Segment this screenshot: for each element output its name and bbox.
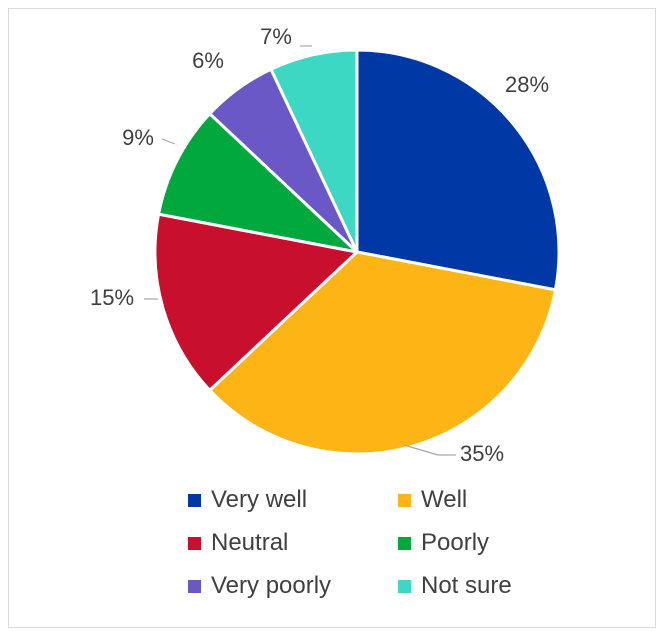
legend: Very well Well Neutral Poorly Very poorl…	[188, 484, 548, 602]
data-label-very-well: 28%	[505, 72, 549, 97]
legend-swatch-very-poorly	[188, 579, 201, 593]
legend-item-well: Well	[398, 484, 548, 516]
data-label-very-poorly: 6%	[192, 48, 224, 73]
legend-item-not-sure: Not sure	[398, 570, 548, 602]
pie-slice-not-sure	[269, 48, 359, 254]
legend-label-poorly: Poorly	[421, 529, 490, 556]
legend-swatch-not-sure	[398, 579, 411, 593]
data-labels: 28% 35% 15% 9% 6% 7%	[90, 24, 549, 466]
legend-label-neutral: Neutral	[211, 529, 289, 556]
data-label-well: 35%	[460, 441, 504, 466]
legend-swatch-well	[398, 493, 411, 507]
legend-swatch-very-well	[188, 493, 201, 507]
legend-label-not-sure: Not sure	[421, 572, 512, 599]
pie-slice-very-well	[355, 48, 561, 292]
legend-label-well: Well	[421, 486, 468, 513]
legend-item-very-poorly: Very poorly	[188, 570, 398, 602]
data-label-neutral: 15%	[90, 285, 134, 310]
pie-slice-well	[208, 250, 557, 456]
data-label-poorly: 9%	[122, 125, 154, 150]
legend-swatch-neutral	[188, 536, 201, 550]
legend-swatch-poorly	[398, 536, 411, 550]
leader-lines	[144, 45, 456, 456]
data-label-not-sure: 7%	[260, 24, 292, 49]
pie-slice-poorly	[157, 112, 359, 254]
legend-label-very-well: Very well	[211, 486, 308, 513]
pie-slices	[153, 48, 561, 456]
legend-label-very-poorly: Very poorly	[211, 572, 332, 599]
pie-slice-neutral	[153, 212, 359, 392]
leader-line-poorly	[161, 138, 176, 145]
legend-item-very-well: Very well	[188, 484, 398, 516]
leader-line-well	[403, 444, 456, 456]
legend-item-neutral: Neutral	[188, 527, 398, 559]
legend-item-poorly: Poorly	[398, 527, 548, 559]
